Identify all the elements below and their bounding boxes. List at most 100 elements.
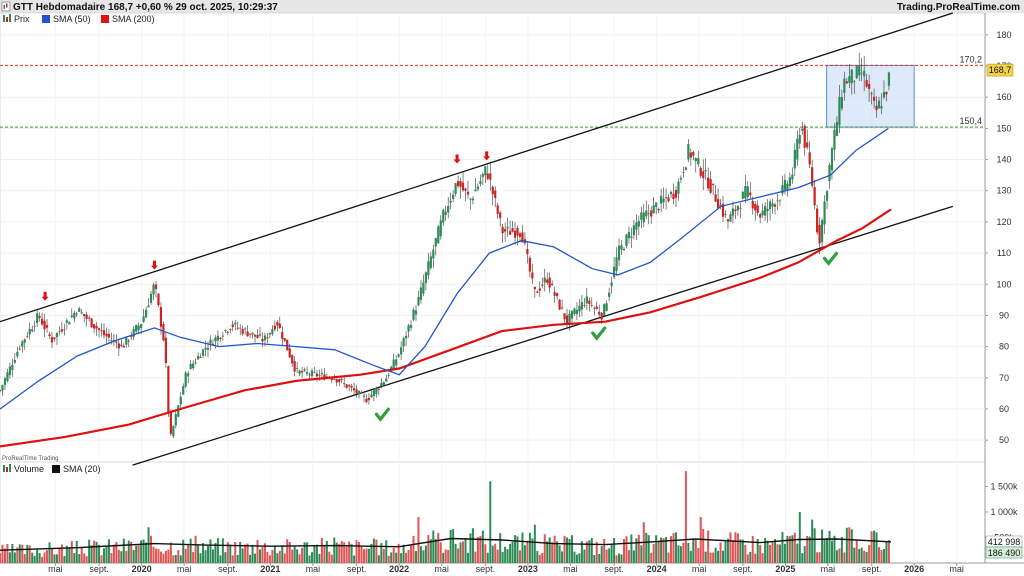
candle-body — [744, 186, 747, 199]
volume-bar — [434, 539, 437, 563]
volume-bar — [60, 544, 63, 563]
volume-bar — [863, 550, 866, 563]
candle-body — [234, 322, 237, 325]
volume-bar — [38, 553, 41, 563]
trend-channel — [0, 12, 954, 466]
volume-bar — [816, 552, 819, 563]
volume-bar — [563, 535, 566, 563]
volume-bar — [469, 533, 472, 563]
legend-label: SMA (50) — [53, 14, 91, 24]
volume-bar — [182, 539, 185, 563]
candle-body — [53, 337, 56, 339]
volume-bar — [466, 552, 469, 563]
candle-body — [714, 194, 717, 202]
volume-bar — [813, 528, 816, 563]
candle-body — [551, 283, 554, 285]
brand-label[interactable]: Trading.ProRealTime.com — [897, 2, 1020, 13]
volume-bar — [405, 552, 408, 563]
time-tick-label: 2026 — [904, 564, 924, 574]
candle-body — [511, 228, 514, 232]
candle-body — [887, 72, 891, 86]
volume-bar — [491, 545, 494, 563]
price-tick-label: 80 — [999, 342, 1009, 352]
candle-body — [474, 189, 477, 192]
candle-body — [630, 236, 633, 238]
candle-body — [697, 158, 700, 165]
volume-bar — [68, 547, 71, 563]
volume-bar — [885, 541, 888, 563]
candle-body — [154, 284, 158, 290]
volume-bar — [407, 549, 410, 563]
volume-bar — [667, 552, 670, 563]
volume-bar — [169, 542, 172, 563]
volume-bar — [610, 544, 613, 563]
candle-body — [293, 361, 296, 372]
volume-bar — [8, 552, 11, 563]
volume-bar — [325, 540, 328, 563]
volume-legend: Volume SMA (20) — [3, 464, 101, 474]
volume-bar — [419, 546, 422, 563]
volume-bar — [110, 553, 113, 563]
volume-bar — [855, 540, 858, 563]
volume-bar — [427, 535, 430, 563]
volume-bar — [796, 543, 799, 563]
volume-bar — [122, 538, 125, 563]
volume-bar — [541, 553, 544, 563]
candle-body — [172, 426, 175, 437]
candle-body — [793, 149, 796, 169]
volume-bar — [806, 535, 809, 563]
candle-body — [719, 204, 722, 207]
volume-bar — [618, 553, 621, 563]
candle-body — [355, 389, 358, 394]
candle-body — [437, 226, 440, 244]
volume-bar — [818, 552, 821, 563]
candle-body — [454, 183, 457, 194]
time-tick-label: sept. — [476, 564, 496, 574]
candle-body — [669, 191, 673, 195]
candle-body — [679, 177, 683, 180]
volume-bar — [580, 541, 583, 563]
volume-bar — [135, 545, 138, 563]
volume-bar — [598, 553, 601, 563]
candle-body — [241, 328, 244, 334]
candle-body — [657, 208, 660, 211]
candle-body — [811, 167, 814, 186]
volume-bar — [400, 553, 403, 563]
volume-bar — [414, 551, 417, 563]
candle-body — [157, 293, 160, 306]
time-tick-label: 2023 — [518, 564, 538, 574]
candle-body — [199, 356, 202, 359]
volume-bar — [808, 536, 811, 563]
candle-body — [501, 226, 504, 234]
volume-bar — [630, 534, 633, 563]
volume-bar — [254, 553, 257, 563]
candle-body — [598, 311, 601, 315]
candle-body — [102, 330, 106, 336]
candle-body — [367, 397, 371, 401]
buy-check-icon — [374, 407, 391, 422]
price-tick-label: 120 — [996, 217, 1011, 227]
volume-bar — [276, 553, 279, 563]
candle-body — [595, 306, 598, 310]
volume-bar — [278, 550, 281, 563]
candle-body — [489, 173, 492, 180]
candle-body — [568, 313, 571, 324]
candle-body — [469, 198, 472, 200]
volume-bar — [791, 535, 794, 563]
candle-body — [184, 372, 187, 387]
candle-body — [593, 307, 596, 309]
candle-body — [370, 394, 373, 398]
volume-bar — [538, 554, 541, 563]
candle-body — [667, 197, 670, 202]
volume-bar — [214, 543, 217, 563]
candle-body — [452, 194, 455, 200]
candle-body — [652, 205, 655, 214]
volume-bars-icon — [3, 465, 5, 472]
candle-body — [251, 332, 254, 335]
header-logo-icon — [1, 1, 11, 12]
volume-bar — [251, 544, 254, 563]
volume-bars-icon-part — [6, 467, 8, 472]
volume-bar — [390, 552, 393, 563]
volume-bar — [283, 553, 286, 563]
